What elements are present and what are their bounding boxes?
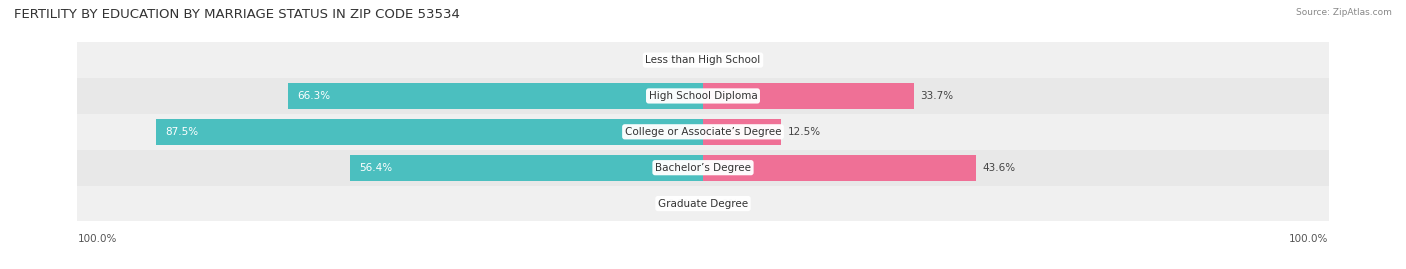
Text: 0.0%: 0.0% [713, 55, 738, 65]
Bar [77, 78, 1329, 114]
Bar [703, 83, 914, 109]
Text: Graduate Degree: Graduate Degree [658, 199, 748, 208]
Bar [77, 150, 1329, 186]
Text: 66.3%: 66.3% [298, 91, 330, 101]
Text: Less than High School: Less than High School [645, 55, 761, 65]
Text: 12.5%: 12.5% [787, 127, 821, 137]
Text: 100.0%: 100.0% [77, 234, 117, 244]
Text: 87.5%: 87.5% [165, 127, 198, 137]
Bar [288, 83, 703, 109]
Text: High School Diploma: High School Diploma [648, 91, 758, 101]
Bar [156, 119, 703, 145]
Bar [703, 119, 782, 145]
Bar [703, 155, 976, 180]
Text: 56.4%: 56.4% [360, 163, 392, 173]
Text: 0.0%: 0.0% [713, 199, 738, 208]
Bar [350, 155, 703, 180]
Text: 100.0%: 100.0% [1289, 234, 1329, 244]
Bar [77, 42, 1329, 78]
Bar [77, 186, 1329, 221]
Text: Source: ZipAtlas.com: Source: ZipAtlas.com [1296, 8, 1392, 17]
Text: College or Associate’s Degree: College or Associate’s Degree [624, 127, 782, 137]
Text: 0.0%: 0.0% [668, 55, 693, 65]
Text: FERTILITY BY EDUCATION BY MARRIAGE STATUS IN ZIP CODE 53534: FERTILITY BY EDUCATION BY MARRIAGE STATU… [14, 8, 460, 21]
Bar [77, 114, 1329, 150]
Text: 43.6%: 43.6% [981, 163, 1015, 173]
Text: Bachelor’s Degree: Bachelor’s Degree [655, 163, 751, 173]
Text: 0.0%: 0.0% [668, 199, 693, 208]
Text: 33.7%: 33.7% [920, 91, 953, 101]
